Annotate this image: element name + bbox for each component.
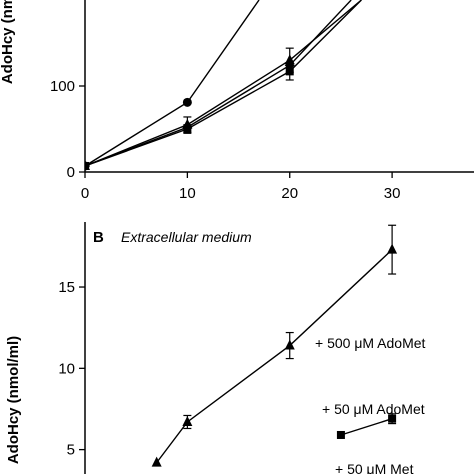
x-tick-label-a: 30 <box>384 185 401 202</box>
x-tick-label-a: 10 <box>179 185 196 202</box>
data-point-a-circle <box>182 97 192 107</box>
data-point-b-triangle <box>182 415 193 426</box>
panel-a: 0 100 0 10 20 30 AdoHcy (nm <box>0 0 474 202</box>
series-group-a <box>85 0 362 171</box>
x-tick-label-a: 20 <box>281 185 298 202</box>
panel-title-b: Extracellular medium <box>121 229 252 245</box>
data-point-a-diamond <box>284 60 295 71</box>
series-annotation-b: + 50 μM Met <box>335 461 414 474</box>
data-point-b-triangle <box>284 339 295 350</box>
y-tick-label-b: 15 <box>58 279 75 296</box>
y-axis-label-a: AdoHcy (nm <box>0 0 16 84</box>
y-tick-label-a: 0 <box>67 164 75 181</box>
panel-b: 5 10 15 B Extracellular medium AdoHcy (nmol/m… <box>5 222 426 474</box>
data-point-a-diamond <box>85 160 90 171</box>
data-point-b-triangle <box>151 456 162 467</box>
data-point-a-diamond <box>182 122 193 133</box>
y-tick-label-a: 100 <box>50 78 75 95</box>
series-group-b <box>151 224 398 467</box>
series-line-a-circle <box>85 0 260 167</box>
series-line-a-triangle <box>85 0 362 167</box>
data-point-b-triangle <box>387 243 398 254</box>
series-annotation-b: + 50 μM AdoMet <box>322 401 425 417</box>
data-point-b-square <box>336 430 345 439</box>
series-annotation-b: + 500 μM AdoMet <box>315 335 426 351</box>
y-axis-label-b: AdoHcy (nmol/ml) <box>5 336 22 464</box>
y-tick-label-b: 5 <box>67 442 75 459</box>
x-tick-label-a: 0 <box>81 185 89 202</box>
series-line-a-square <box>85 0 362 167</box>
series-line-b-triangle <box>156 249 393 464</box>
panel-label-b: B <box>93 229 104 246</box>
series-line-b-square <box>340 418 393 436</box>
series-line-a-diamond <box>85 0 352 167</box>
data-point-a-square <box>285 67 294 76</box>
y-tick-label-b: 10 <box>58 360 75 377</box>
data-point-b-square <box>388 414 397 423</box>
